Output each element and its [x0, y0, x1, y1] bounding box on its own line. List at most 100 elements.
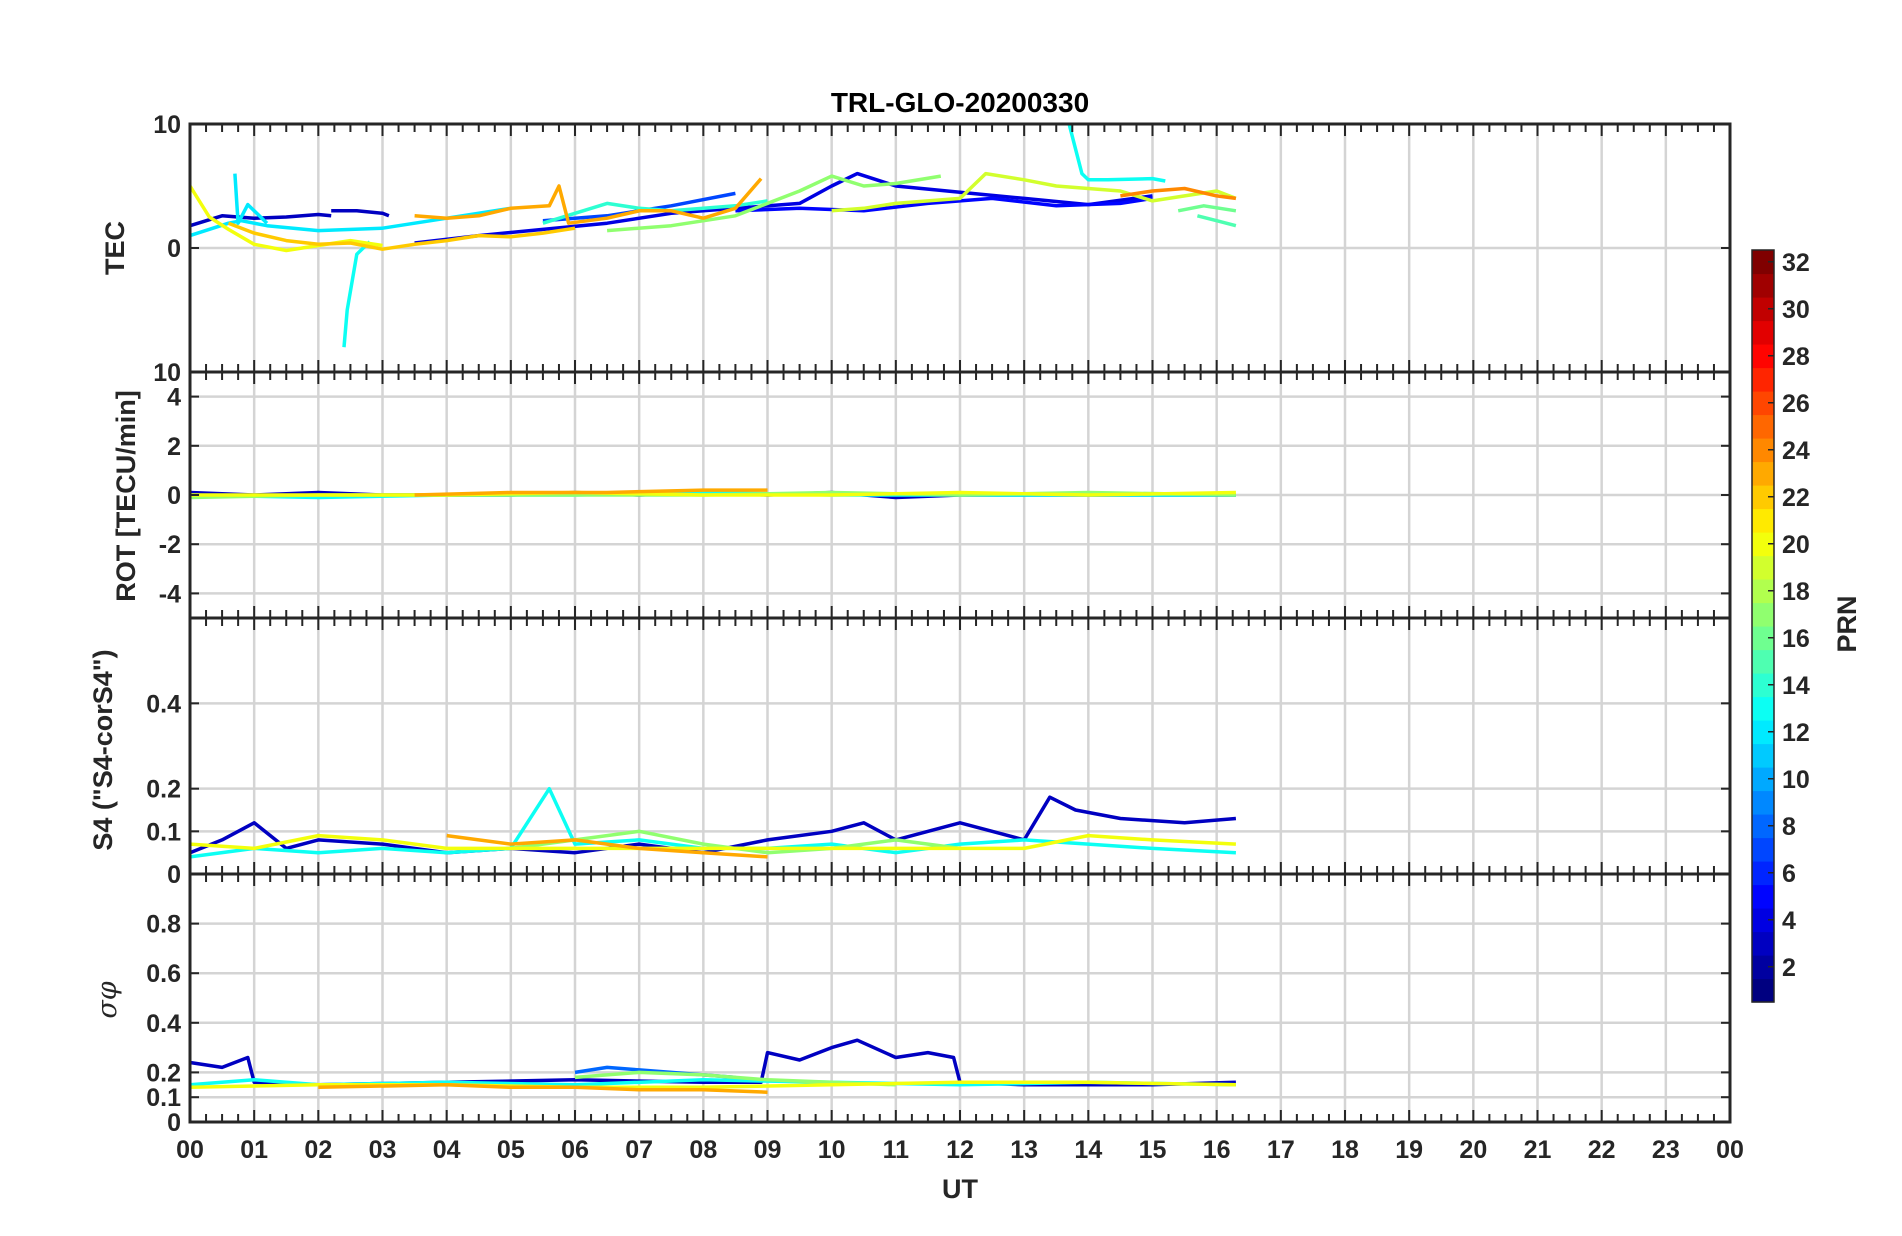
colorbar-segment [1752, 743, 1774, 768]
colorbar-segment [1752, 461, 1774, 486]
series-line-prn-24 [1120, 186, 1237, 201]
colorbar-segment [1752, 391, 1774, 416]
colorbar-segment [1752, 861, 1774, 886]
colorbar-segment [1752, 344, 1774, 369]
x-tick-label: 21 [1524, 1136, 1552, 1164]
colorbar-segment [1752, 579, 1774, 604]
panel-tec: 10 0 10 TEC [100, 111, 1732, 387]
x-tick-label: 15 [1139, 1136, 1167, 1164]
y-tick-label: 0 [167, 861, 181, 889]
series-line-prn-23 [414, 488, 768, 497]
series-line-prn-23 [318, 1083, 768, 1094]
x-tick-label: 14 [1074, 1136, 1102, 1164]
colorbar-tick-label: 16 [1782, 625, 1810, 653]
colorbar-segment [1752, 720, 1774, 745]
colorbar-segment [1752, 955, 1774, 980]
colorbar-segment [1752, 696, 1774, 721]
colorbar-segment [1752, 414, 1774, 439]
sigma-phi-y-axis-label: σφ [92, 981, 123, 1018]
rot-y-axis-label: ROT [TECU/min] [111, 390, 141, 601]
colorbar-segment [1752, 884, 1774, 909]
x-tick-label: 20 [1459, 1136, 1487, 1164]
x-tick-label: 04 [433, 1136, 461, 1164]
colorbar-segment [1752, 790, 1774, 815]
colorbar-tick-label: 30 [1782, 296, 1810, 324]
x-tick-label: 13 [1010, 1136, 1038, 1164]
series-line-prn-13 [342, 240, 371, 348]
s4-y-axis-label: S4 ("S4-corS4") [88, 649, 118, 850]
colorbar-segment [1752, 508, 1774, 533]
tec-y-ticks: 10 0 10 [153, 111, 1730, 387]
x-tick-label: 08 [689, 1136, 717, 1164]
series-line-prn-13 [189, 786, 1236, 859]
panel-sigma-phi: 00.10.2 0.4 0.6 0.8 σφ [92, 872, 1732, 1137]
x-tick-label: 10 [818, 1136, 846, 1164]
colorbar-tick-label: 18 [1782, 578, 1810, 606]
colorbar-segment [1752, 931, 1774, 956]
y-tick-label: 10 [153, 359, 181, 387]
colorbar-tick-label: 32 [1782, 249, 1810, 277]
colorbar-tick-label: 14 [1782, 672, 1810, 700]
x-tick-label: 02 [304, 1136, 332, 1164]
series-line-prn-4 [414, 171, 1153, 245]
colorbar-segment [1752, 438, 1774, 463]
y-tick-label: 0.4 [146, 690, 181, 718]
colorbar-segment [1752, 673, 1774, 698]
x-axis-label: UT [942, 1174, 978, 1204]
series-line-prn-3 [331, 209, 390, 218]
y-tick-label: 0.6 [146, 960, 181, 988]
colorbar-tick-label: 12 [1782, 719, 1810, 747]
x-tick-label: 06 [561, 1136, 589, 1164]
y-tick-label: 0.2 [146, 776, 181, 804]
colorbar-segment [1752, 367, 1774, 392]
series-line-prn-20 [190, 490, 1236, 497]
panel-s4: 0 0.1 0.2 0.4 S4 ("S4-corS4") [88, 616, 1732, 889]
colorbar-segment [1752, 978, 1774, 1003]
y-tick-label: -2 [159, 531, 181, 559]
colorbar-tick-label: 10 [1782, 766, 1810, 794]
s4-series [189, 786, 1237, 859]
rot-y-ticks: -4 -2 0 2 4 [159, 384, 1730, 608]
colorbar-segment [1752, 649, 1774, 674]
series-line-prn-23 [446, 833, 768, 859]
colorbar-segment [1752, 320, 1774, 345]
colorbar-segment [1752, 532, 1774, 557]
x-tick-label: 00 [1716, 1136, 1744, 1164]
x-tick-label: 01 [240, 1136, 268, 1164]
chart-title: TRL-GLO-20200330 [831, 87, 1089, 118]
colorbar-segment [1752, 555, 1774, 580]
y-tick-label: 4 [167, 384, 181, 412]
sigma-phi-x-minor-ticks [189, 874, 1731, 1122]
colorbar-segment [1752, 767, 1774, 792]
sigma-phi-y-ticks: 00.10.2 0.4 0.6 0.8 [146, 911, 1730, 1137]
series-line-prn-16 [1177, 204, 1237, 213]
series-line-prn-17 [574, 1070, 896, 1087]
tec-series [188, 123, 1237, 348]
colorbar-segment [1752, 297, 1774, 322]
y-tick-label: 0.1 [146, 1084, 181, 1112]
y-tick-label: 0 [167, 1109, 181, 1137]
tec-y-axis-label: TEC [100, 221, 130, 275]
x-tick-label: 18 [1331, 1136, 1359, 1164]
series-line-prn-22 [227, 221, 576, 251]
sigma-phi-grid [190, 874, 1730, 1122]
colorbar-tick-label: 8 [1782, 813, 1796, 841]
colorbar-segment [1752, 837, 1774, 862]
y-tick-label: 0.4 [146, 1010, 181, 1038]
x-tick-label: 05 [497, 1136, 525, 1164]
series-line-prn-15 [1196, 214, 1237, 228]
y-tick-label: 0 [167, 235, 181, 263]
series-line-prn-3 [189, 795, 1237, 855]
colorbar-tick-label: 26 [1782, 390, 1810, 418]
series-line-prn-20 [189, 833, 1236, 851]
y-tick-label: 0 [167, 482, 181, 510]
x-tick-label: 16 [1203, 1136, 1231, 1164]
colorbar-tick-label: 2 [1782, 954, 1796, 982]
y-tick-label: 0.8 [146, 911, 181, 939]
colorbar-tick-label: 4 [1782, 907, 1796, 935]
series-line-prn-13 [1067, 123, 1166, 183]
colorbar-segment [1752, 273, 1774, 298]
series-line-prn-5 [735, 196, 1153, 213]
x-tick-label: 19 [1395, 1136, 1423, 1164]
